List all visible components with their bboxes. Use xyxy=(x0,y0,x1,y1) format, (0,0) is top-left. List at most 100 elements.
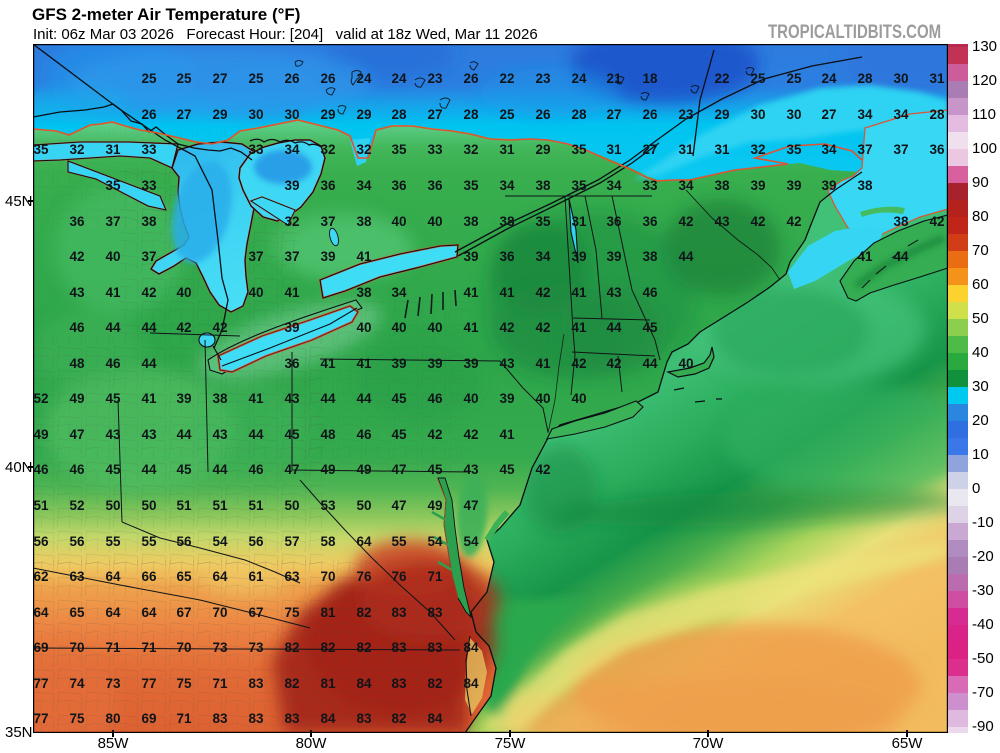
svg-text:49: 49 xyxy=(69,391,84,406)
svg-text:33: 33 xyxy=(141,142,157,157)
svg-text:44: 44 xyxy=(893,249,909,264)
svg-text:38: 38 xyxy=(642,249,658,264)
svg-text:54: 54 xyxy=(463,534,479,549)
svg-text:82: 82 xyxy=(284,640,299,655)
svg-text:83: 83 xyxy=(356,711,372,726)
svg-text:39: 39 xyxy=(284,320,299,335)
svg-text:62: 62 xyxy=(33,569,48,584)
svg-text:71: 71 xyxy=(105,640,121,655)
svg-text:41: 41 xyxy=(499,285,515,300)
svg-text:50: 50 xyxy=(356,498,371,513)
svg-text:47: 47 xyxy=(69,427,84,442)
svg-text:67: 67 xyxy=(176,605,191,620)
svg-text:35: 35 xyxy=(105,178,121,193)
svg-text:77: 77 xyxy=(33,676,48,691)
svg-text:64: 64 xyxy=(105,569,121,584)
svg-text:81: 81 xyxy=(320,676,336,691)
svg-text:34: 34 xyxy=(499,178,515,193)
svg-text:83: 83 xyxy=(391,605,407,620)
svg-text:31: 31 xyxy=(929,71,945,86)
svg-text:35: 35 xyxy=(786,142,802,157)
svg-text:44: 44 xyxy=(320,391,336,406)
svg-text:75: 75 xyxy=(69,711,85,726)
svg-text:42: 42 xyxy=(571,356,586,371)
svg-text:82: 82 xyxy=(356,605,371,620)
svg-text:31: 31 xyxy=(714,142,730,157)
svg-text:42: 42 xyxy=(212,320,227,335)
svg-text:57: 57 xyxy=(284,534,299,549)
svg-text:31: 31 xyxy=(105,142,121,157)
svg-text:33: 33 xyxy=(141,178,157,193)
svg-text:42: 42 xyxy=(69,249,84,264)
svg-text:25: 25 xyxy=(176,71,192,86)
svg-text:65: 65 xyxy=(176,569,192,584)
svg-text:27: 27 xyxy=(176,107,191,122)
svg-text:35: 35 xyxy=(571,178,587,193)
svg-text:25: 25 xyxy=(141,71,157,86)
svg-text:30: 30 xyxy=(248,107,263,122)
svg-text:51: 51 xyxy=(212,498,228,513)
svg-text:39: 39 xyxy=(176,391,191,406)
svg-text:39: 39 xyxy=(427,356,442,371)
svg-text:42: 42 xyxy=(499,320,514,335)
svg-text:31: 31 xyxy=(606,142,622,157)
svg-text:28: 28 xyxy=(857,71,873,86)
svg-text:31: 31 xyxy=(499,142,515,157)
svg-text:38: 38 xyxy=(857,178,873,193)
svg-text:38: 38 xyxy=(212,391,228,406)
svg-text:83: 83 xyxy=(391,640,407,655)
svg-text:27: 27 xyxy=(427,107,442,122)
svg-text:32: 32 xyxy=(356,142,371,157)
svg-text:42: 42 xyxy=(141,285,156,300)
svg-text:77: 77 xyxy=(141,676,156,691)
svg-text:41: 41 xyxy=(499,427,515,442)
svg-text:46: 46 xyxy=(642,285,658,300)
svg-text:51: 51 xyxy=(176,498,192,513)
svg-text:44: 44 xyxy=(141,462,157,477)
svg-text:34: 34 xyxy=(535,249,551,264)
svg-text:41: 41 xyxy=(284,285,300,300)
svg-text:84: 84 xyxy=(427,711,443,726)
svg-text:77: 77 xyxy=(33,711,48,726)
svg-text:56: 56 xyxy=(33,534,49,549)
svg-text:26: 26 xyxy=(535,107,551,122)
svg-text:41: 41 xyxy=(105,285,121,300)
svg-text:30: 30 xyxy=(750,107,765,122)
svg-text:44: 44 xyxy=(105,320,121,335)
svg-text:51: 51 xyxy=(248,498,264,513)
svg-text:71: 71 xyxy=(176,711,192,726)
svg-text:73: 73 xyxy=(212,640,228,655)
svg-text:43: 43 xyxy=(606,285,622,300)
svg-text:46: 46 xyxy=(356,427,372,442)
svg-text:51: 51 xyxy=(33,498,49,513)
svg-text:66: 66 xyxy=(141,569,157,584)
svg-text:31: 31 xyxy=(571,214,587,229)
svg-text:70: 70 xyxy=(320,569,335,584)
svg-text:56: 56 xyxy=(176,534,192,549)
svg-text:75: 75 xyxy=(284,605,300,620)
svg-text:25: 25 xyxy=(750,71,766,86)
svg-text:41: 41 xyxy=(857,249,873,264)
svg-text:40: 40 xyxy=(463,391,478,406)
svg-text:49: 49 xyxy=(427,498,442,513)
svg-text:81: 81 xyxy=(320,605,336,620)
svg-text:83: 83 xyxy=(248,711,264,726)
svg-text:24: 24 xyxy=(391,71,407,86)
svg-text:42: 42 xyxy=(535,285,550,300)
svg-text:38: 38 xyxy=(499,214,515,229)
svg-text:32: 32 xyxy=(463,142,478,157)
svg-text:61: 61 xyxy=(248,569,264,584)
svg-text:35: 35 xyxy=(535,214,551,229)
svg-text:73: 73 xyxy=(248,640,264,655)
svg-text:70: 70 xyxy=(212,605,227,620)
svg-text:49: 49 xyxy=(356,462,371,477)
svg-text:83: 83 xyxy=(427,640,443,655)
svg-text:32: 32 xyxy=(284,214,299,229)
svg-text:29: 29 xyxy=(212,107,227,122)
svg-text:58: 58 xyxy=(320,534,336,549)
svg-text:71: 71 xyxy=(427,569,443,584)
svg-text:38: 38 xyxy=(714,178,730,193)
svg-text:30: 30 xyxy=(786,107,801,122)
svg-text:43: 43 xyxy=(141,427,157,442)
svg-text:36: 36 xyxy=(499,249,515,264)
